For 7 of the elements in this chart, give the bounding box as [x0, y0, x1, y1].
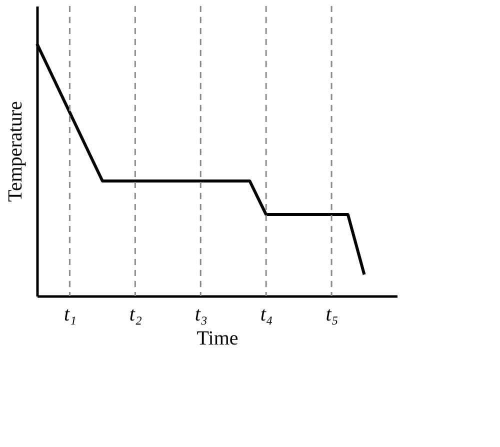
- x-tick-label: t₅: [326, 304, 338, 326]
- x-tick-label: t₂: [129, 304, 142, 326]
- x-axis-title: Time: [196, 328, 238, 350]
- y-axis-title: Temperature: [4, 101, 26, 202]
- x-tick-label: t₃: [194, 304, 208, 326]
- x-tick-label: t₁: [64, 304, 76, 326]
- x-tick-label: t₄: [260, 304, 273, 326]
